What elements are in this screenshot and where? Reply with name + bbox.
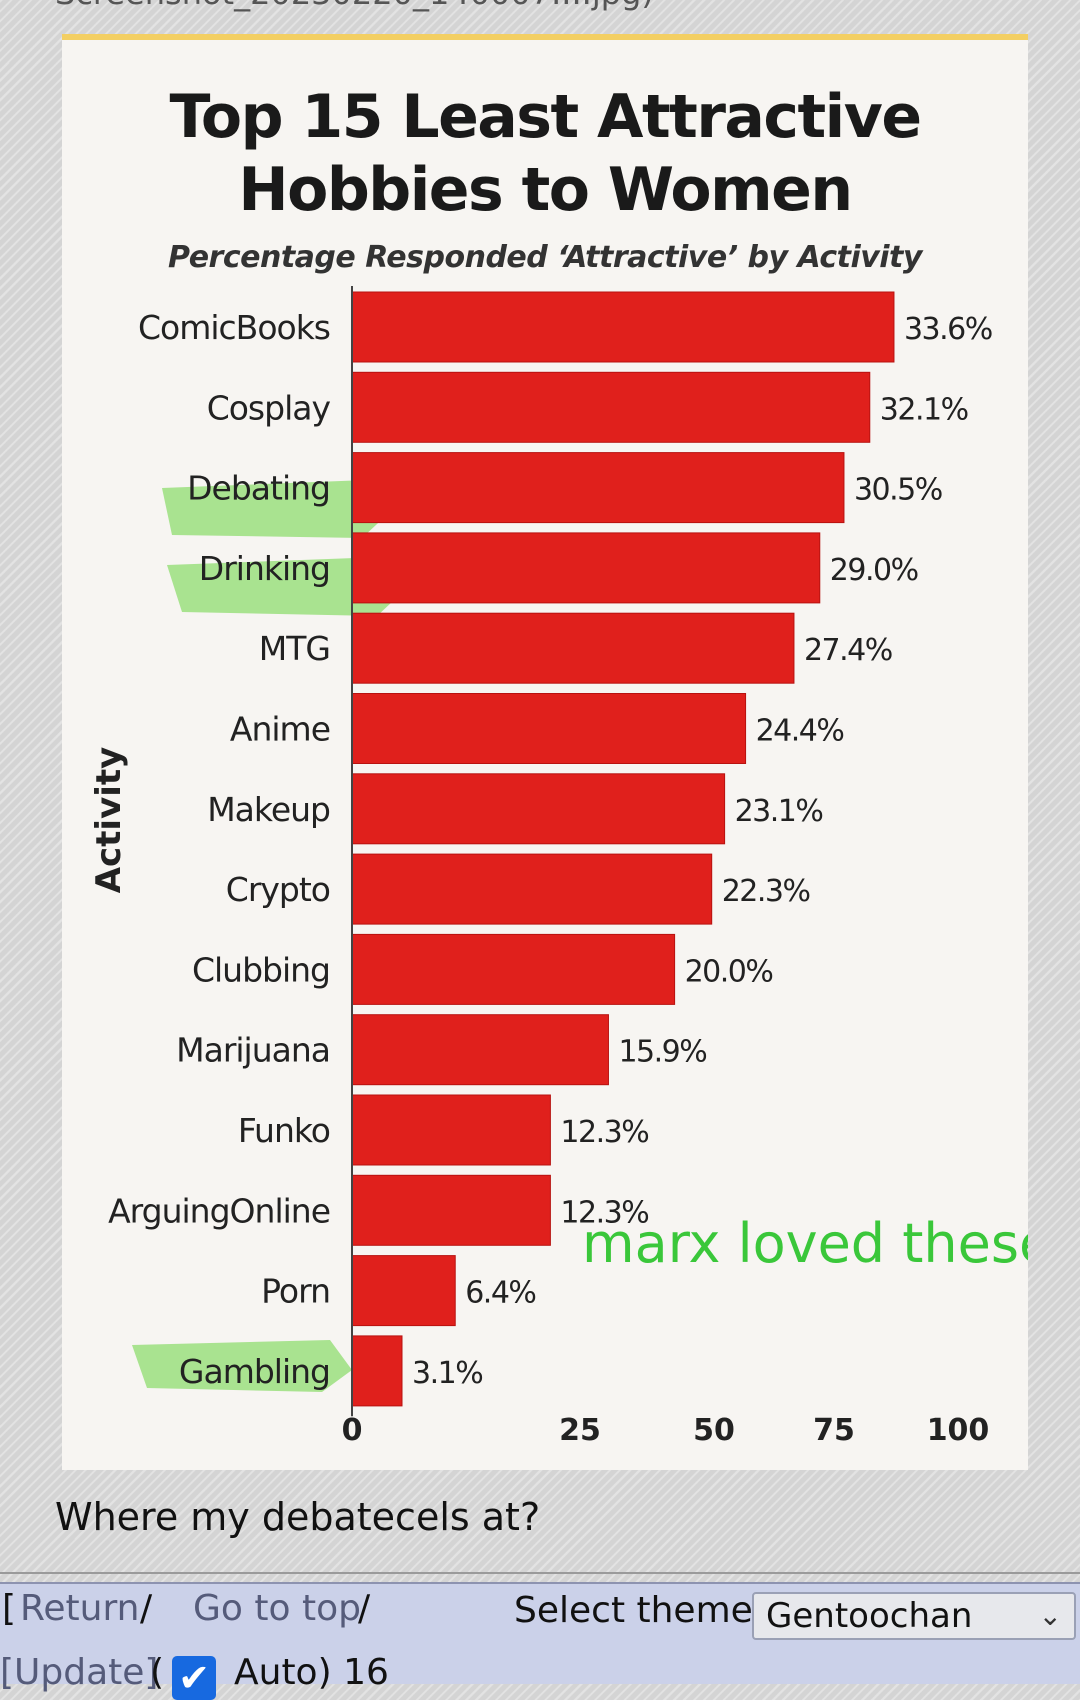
- highlight-mark: [162, 480, 392, 538]
- image-filename[interactable]: Screenshot_20230220_140007....jpg): [55, 0, 654, 12]
- auto-paren: (: [150, 1652, 165, 1693]
- auto-update-label: Auto) 16: [234, 1652, 389, 1693]
- category-label: Cosplay: [207, 388, 331, 427]
- value-label: 12.3%: [560, 1115, 648, 1150]
- x-axis-label: Percentage: [561, 1465, 754, 1470]
- bar: [351, 291, 895, 363]
- post-message: Where my debatecels at?: [55, 1495, 541, 1539]
- go-to-top-link[interactable]: Go to top: [193, 1588, 361, 1629]
- bar: [351, 371, 871, 443]
- highlight-mark: [167, 557, 407, 616]
- category-label: ComicBooks: [138, 308, 330, 347]
- value-label: 33.6%: [904, 312, 992, 347]
- value-label: 6.4%: [465, 1276, 535, 1311]
- chart-subtitle: Percentage Responded ‘Attractive’ by Act…: [168, 240, 922, 275]
- category-label: Clubbing: [192, 950, 330, 989]
- value-label: 30.5%: [854, 473, 942, 508]
- bar: [351, 1094, 551, 1166]
- theme-label: Select theme:: [514, 1590, 765, 1631]
- value-label: 29.0%: [830, 553, 918, 588]
- separator: /: [358, 1588, 371, 1629]
- category-label: Anime: [230, 710, 330, 749]
- value-label: 22.3%: [722, 874, 810, 909]
- bar: [351, 1174, 551, 1246]
- theme-select[interactable]: Gentoochan ⌄: [752, 1592, 1076, 1640]
- category-label: Gambling: [179, 1352, 330, 1391]
- category-label: Marijuana: [176, 1031, 330, 1070]
- value-label: 12.3%: [560, 1195, 648, 1230]
- bar: [351, 1335, 403, 1407]
- bar-chart: ComicBooks 33.6% Cosplay 32.1% Debating 30.5%…: [89, 286, 1028, 1470]
- highlight-mark: [132, 1340, 352, 1392]
- divider: [0, 1572, 1080, 1574]
- value-label: 24.4%: [756, 714, 844, 749]
- chart-title-line2: Hobbies to Women: [238, 155, 853, 225]
- bar: [351, 1255, 456, 1327]
- category-label: Debating: [187, 469, 330, 508]
- category-label: MTG: [259, 629, 330, 668]
- bar: [351, 452, 845, 524]
- bar: [351, 532, 821, 604]
- category-label: ArguingOnline: [108, 1191, 330, 1230]
- x-tick-label: 50: [693, 1413, 735, 1448]
- y-axis-label: Activity: [89, 747, 129, 894]
- checkmark-icon: ✔: [178, 1656, 210, 1700]
- category-label: Porn: [261, 1272, 330, 1311]
- x-tick-label: 0: [342, 1413, 363, 1448]
- bar: [351, 693, 747, 764]
- value-label: 32.1%: [880, 392, 968, 427]
- return-link[interactable]: Return: [20, 1588, 140, 1629]
- category-label: Makeup: [207, 790, 330, 829]
- category-label: Funko: [238, 1111, 330, 1150]
- separator: /: [140, 1588, 153, 1629]
- auto-update-checkbox[interactable]: ✔: [172, 1656, 216, 1700]
- footer-bar: [ Return / Go to top / Select theme: Gen…: [0, 1582, 1080, 1700]
- chevron-down-icon: ⌄: [1038, 1599, 1062, 1632]
- theme-select-value: Gentoochan: [766, 1596, 973, 1636]
- annotation-text: marx loved these: [582, 1212, 1028, 1275]
- chart-image[interactable]: Top 15 Least Attractive Hobbies to Women…: [62, 34, 1028, 1470]
- bar: [351, 773, 726, 845]
- update-link[interactable]: [Update]: [0, 1652, 159, 1693]
- x-tick-label: 25: [559, 1413, 601, 1448]
- value-label: 27.4%: [804, 633, 892, 668]
- bracket-open: [: [2, 1588, 17, 1629]
- value-label: 23.1%: [735, 794, 823, 829]
- bar: [351, 612, 795, 684]
- bar: [351, 853, 713, 925]
- x-tick-label: 75: [813, 1413, 855, 1448]
- bar: [351, 1014, 609, 1086]
- bar: [351, 933, 676, 1005]
- value-label: 15.9%: [618, 1035, 706, 1070]
- category-label: Drinking: [199, 549, 330, 588]
- x-tick-label: 100: [927, 1413, 990, 1448]
- value-label: 3.1%: [412, 1356, 482, 1391]
- chart-title-line1: Top 15 Least Attractive: [169, 82, 922, 152]
- category-label: Crypto: [226, 870, 330, 909]
- value-label: 20.0%: [685, 954, 773, 989]
